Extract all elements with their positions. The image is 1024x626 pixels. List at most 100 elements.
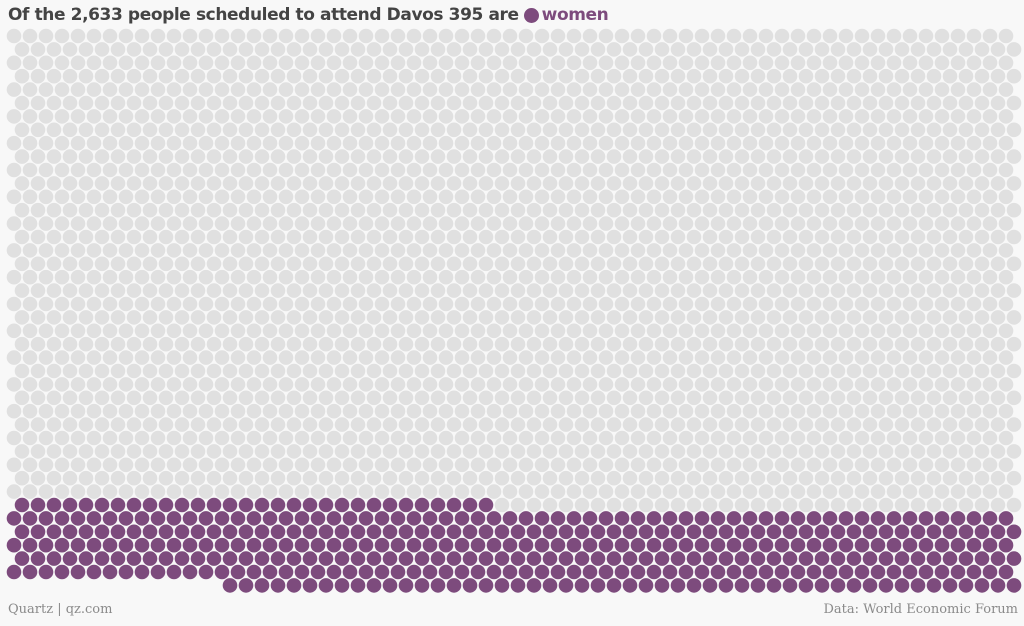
dot-other [198, 350, 214, 365]
dot-other [566, 216, 582, 231]
dot-other [486, 162, 502, 178]
dot-women [246, 564, 262, 580]
dot-other [542, 390, 558, 406]
dot-other [190, 470, 206, 486]
dot-other [238, 363, 254, 379]
dot-other [630, 243, 646, 258]
dot-other [862, 470, 878, 486]
dot-other [822, 243, 838, 258]
dot-other [190, 95, 206, 111]
dot-other [1006, 444, 1022, 459]
dot-other [414, 363, 430, 379]
dot-other [262, 82, 278, 97]
dot-women [470, 511, 486, 526]
dot-women [574, 524, 590, 540]
dot-other [294, 162, 310, 178]
dot-other [598, 162, 614, 178]
dot-other [630, 484, 646, 499]
dot-other [670, 363, 686, 379]
dot-other [934, 484, 950, 499]
dot-other [134, 189, 150, 205]
dot-other [422, 135, 438, 151]
dot-women [822, 511, 838, 526]
dot-other [318, 42, 334, 57]
dot-other [30, 256, 46, 272]
dot-other [734, 497, 750, 513]
dot-other [702, 417, 718, 432]
dot-other [830, 176, 846, 191]
dot-other [414, 176, 430, 191]
dot-other [390, 109, 406, 124]
dot-other [174, 68, 190, 84]
dot-other [646, 55, 662, 71]
dot-other [150, 135, 166, 151]
dot-other [662, 430, 678, 446]
dot-other [414, 310, 430, 325]
dot-other [782, 202, 798, 218]
dot-other [782, 310, 798, 325]
dot-other [878, 444, 894, 459]
dot-women [278, 537, 294, 553]
dot-other [870, 82, 886, 97]
dot-other [614, 135, 630, 151]
dot-other [1006, 176, 1022, 191]
dot-other [302, 95, 318, 111]
dot-other [86, 377, 102, 392]
dot-other [766, 310, 782, 325]
dot-other [558, 176, 574, 191]
dot-other [998, 269, 1014, 285]
dot-other [758, 269, 774, 285]
dot-other [262, 323, 278, 339]
dot-other [614, 430, 630, 446]
dot-women [318, 524, 334, 540]
dot-other [918, 82, 934, 97]
dot-other [86, 109, 102, 124]
dot-other [990, 68, 1006, 84]
dot-other [270, 68, 286, 84]
dot-other [430, 363, 446, 379]
dot-other [342, 350, 358, 365]
dot-other [686, 229, 702, 245]
dot-other [894, 176, 910, 191]
dot-other [886, 189, 902, 205]
dot-women [646, 537, 662, 553]
dot-other [790, 55, 806, 71]
dot-other [542, 363, 558, 379]
dot-other [302, 390, 318, 406]
dot-women [662, 564, 678, 580]
dot-other [526, 68, 542, 84]
dot-other [582, 243, 598, 258]
dot-other [654, 310, 670, 325]
dot-other [302, 42, 318, 57]
dot-other [438, 350, 454, 365]
dot-other [262, 135, 278, 151]
dot-other [198, 430, 214, 446]
dot-other [86, 296, 102, 312]
dot-other [862, 497, 878, 513]
dot-other [294, 269, 310, 285]
dot-other [582, 296, 598, 312]
dot-other [558, 256, 574, 272]
dot-other [486, 243, 502, 258]
dot-other [398, 149, 414, 164]
dot-other [214, 323, 230, 339]
dot-other [14, 202, 30, 218]
dot-other [942, 176, 958, 191]
dot-other [350, 95, 366, 111]
dot-other [830, 256, 846, 272]
dot-other [486, 55, 502, 71]
dot-other [1006, 310, 1022, 325]
dot-women [614, 537, 630, 553]
dot-other [446, 229, 462, 245]
dot-other [710, 350, 726, 365]
dot-women [462, 578, 478, 593]
dot-other [86, 243, 102, 258]
dot-other [998, 430, 1014, 446]
dot-other [534, 323, 550, 339]
dot-other [710, 296, 726, 312]
dot-other [230, 28, 246, 44]
dot-other [510, 336, 526, 352]
dot-other [726, 457, 742, 473]
dot-women [86, 564, 102, 580]
dot-other [726, 109, 742, 124]
